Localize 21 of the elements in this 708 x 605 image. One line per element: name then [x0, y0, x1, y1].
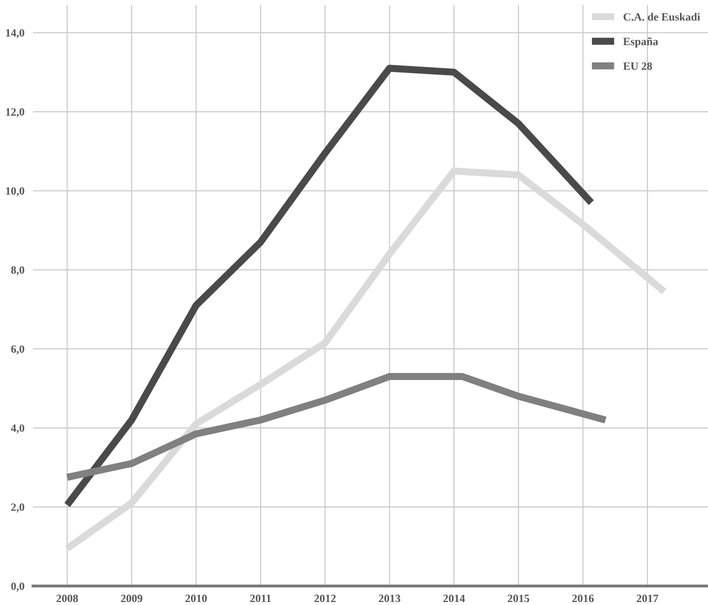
x-tick-label: 2011 [250, 594, 271, 602]
x-tick-label: 2014 [443, 594, 465, 602]
y-tick-label: 14,0 [6, 29, 24, 38]
x-tick-label: 2012 [314, 594, 336, 602]
legend-label: C.A. de Euskadi [624, 12, 700, 21]
y-tick-label: 6,0 [11, 345, 24, 354]
x-tick-label: 2017 [636, 594, 658, 602]
x-tick-label: 2010 [185, 594, 207, 602]
y-tick-label: 2,0 [11, 503, 24, 513]
y-tick-label: 8,0 [11, 266, 24, 276]
legend-label: España [623, 37, 658, 48]
x-tick-label: 2015 [508, 594, 530, 602]
x-tick-label: 2013 [378, 594, 400, 602]
y-tick-label: 10,0 [6, 187, 24, 196]
y-tick-label: 12,0 [6, 108, 24, 118]
x-tick-label: 2016 [572, 594, 594, 602]
legend-label: EU 28 [623, 62, 652, 70]
x-tick-label: 2008 [56, 594, 78, 602]
y-tick-label: 4,0 [10, 424, 24, 434]
y-tick-label: 0,0 [11, 582, 24, 592]
x-tick-label: 2009 [120, 594, 142, 602]
